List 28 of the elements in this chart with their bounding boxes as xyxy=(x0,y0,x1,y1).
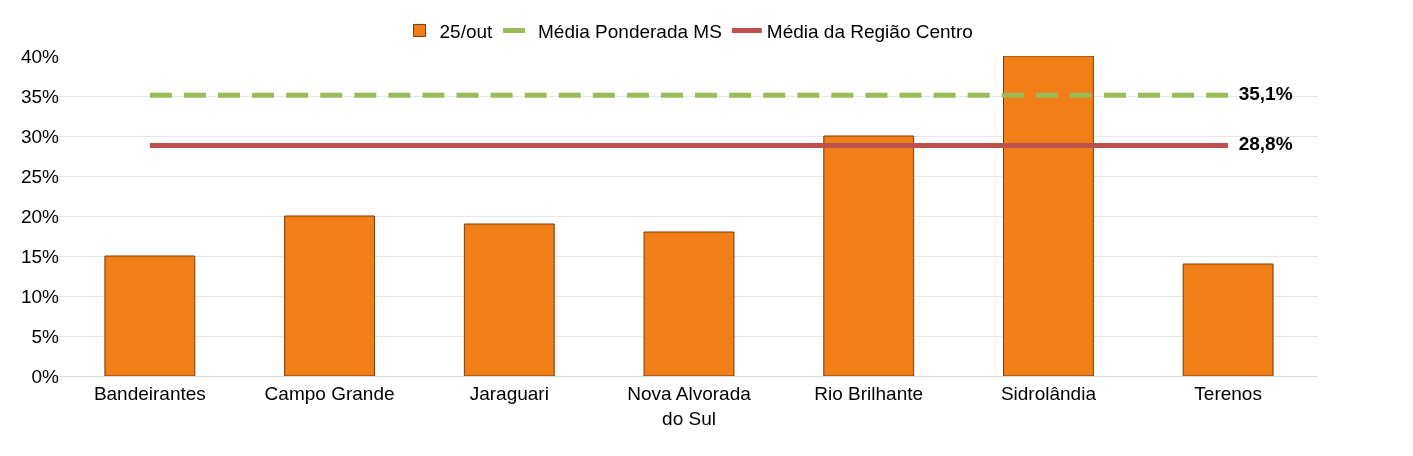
y-tick-label: 35% xyxy=(20,85,60,107)
x-tick-label: Nova Alvorada do Sul xyxy=(627,382,752,429)
bar xyxy=(1003,56,1094,376)
x-tick-label: Rio Brilhante xyxy=(814,382,924,404)
y-tick-label: 20% xyxy=(20,205,60,227)
y-tick-label: 5% xyxy=(31,325,60,347)
y-tick-label: 30% xyxy=(20,125,60,147)
y-tick-label: 25% xyxy=(20,165,60,187)
bar xyxy=(463,223,555,376)
data-label: 28,8% xyxy=(1228,133,1293,155)
bar xyxy=(284,215,375,376)
legend-label: Média Ponderada MS xyxy=(538,20,722,42)
legend-label: Média da Região Centro xyxy=(766,20,973,42)
bar xyxy=(823,135,915,376)
x-tick-label: Bandeirantes xyxy=(93,382,206,404)
x-tick-label: Terenos xyxy=(1194,382,1262,404)
x-tick-label: Jaraguari xyxy=(469,382,549,404)
legend-label: 25/out xyxy=(439,20,494,42)
y-tick-label: 0% xyxy=(31,365,60,387)
y-tick-label: 10% xyxy=(20,285,60,307)
x-tick-label: Campo Grande xyxy=(264,382,395,404)
x-tick-label: Sidrolândia xyxy=(1000,382,1097,404)
y-tick-label: 40% xyxy=(20,45,60,67)
data-label: 35,1% xyxy=(1228,82,1293,104)
bar xyxy=(104,255,196,376)
bar xyxy=(643,231,735,376)
y-tick-label: 15% xyxy=(20,245,60,267)
bar xyxy=(1182,263,1274,376)
